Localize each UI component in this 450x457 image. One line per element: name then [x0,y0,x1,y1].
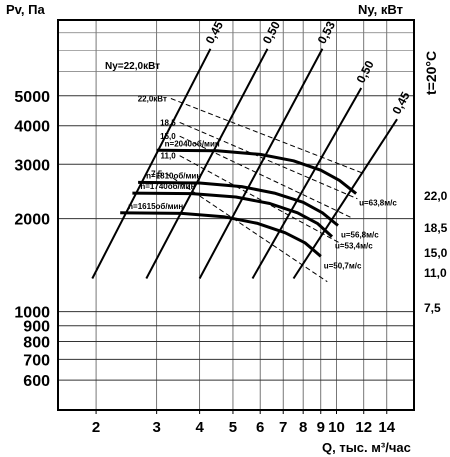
y-tick-label: 600 [23,373,50,390]
curve-speed-label: n=1810об/мин [146,171,201,180]
y-tick-label: 3000 [14,157,50,174]
power-line-left-label: 22,0кВт [138,95,167,104]
efficiency-line [198,48,324,279]
power-scale-label: 18,5 [424,221,448,235]
curve-velocity-label: u=50,7м/с [324,261,362,270]
chart-labels: Pv, Па Ny, кВт Q, тыс. м³/час t=20°C Ny=… [6,2,439,455]
efficiency-line [91,48,212,279]
curve-velocity-label: u=53,4м/с [335,242,373,251]
x-axis-label: Q, тыс. м³/час [322,440,411,455]
x-tick-label: 6 [256,419,264,436]
pressure-curves: n=2040об/мин u=63,8м/с n=1810об/мин u=56,8м… [120,139,397,270]
x-tick-label: 3 [152,419,160,436]
x-tick-label: 14 [378,419,395,436]
power-scale-label: 22,0 [424,189,448,203]
efficiency-line [251,87,363,279]
pressure-curve [132,191,334,238]
y-axis-label-right: Ny, кВт [358,2,403,17]
power-scale-label: 15,0 [424,246,448,260]
x-tick-label: 8 [299,419,307,436]
pressure-curve [138,180,339,227]
power-line-left-label: 18,5 [160,118,176,127]
curve-speed-label: n=1615об/мин [128,202,183,211]
y-tick-label: 5000 [14,89,50,106]
y-tick-label: 4000 [14,119,50,136]
curve-speed-label: n=2040об/мин [165,139,220,148]
plot-frame [57,19,415,411]
power-line [179,121,358,200]
curve-speed-label: n=1740об/мин [140,182,195,191]
ny-header: Ny=22,0кВт [105,61,160,72]
power-scale-label: 7,5 [424,301,441,315]
power-line [179,155,343,245]
y-tick-label: 900 [23,319,50,336]
temperature-label: t=20°C [423,51,439,95]
power-line [179,135,351,218]
grid [58,20,414,410]
x-tick-label: 9 [317,419,325,436]
power-line-left-label: 15,0 [160,132,176,141]
y-tick-label: 2000 [14,212,50,229]
power-scale-label: 11,0 [424,266,447,280]
y-axis-label-left: Pv, Па [6,2,46,17]
power-line-left-label: 7,5 [151,170,163,179]
efficiency-label: 0,45 [389,89,412,116]
y-tick-label: 1000 [14,305,50,322]
power-lines: 22,0кВт 18,5 15,0 11,0 7,5 22,0 18,5 15,0 11,0 7,… [138,95,448,315]
power-line [166,173,328,283]
power-line [170,98,364,175]
x-tick-label: 10 [328,419,345,436]
efficiency-line [292,118,398,280]
curve-velocity-label: u=56,8м/с [341,231,379,240]
power-line-left-label: 11,0 [161,152,177,161]
curve-velocity-label: u=63,8м/с [359,199,397,208]
x-tick-label: 7 [279,419,287,436]
y-tick-label: 700 [23,352,50,369]
efficiency-line [145,48,269,279]
pressure-curve [120,211,322,258]
x-tick-label: 12 [355,419,372,436]
x-tick-label: 5 [229,419,237,436]
y-tick-label: 800 [23,335,50,352]
x-tick-label: 2 [92,419,100,436]
pressure-curve [156,148,358,195]
x-tick-label: 4 [195,419,204,436]
